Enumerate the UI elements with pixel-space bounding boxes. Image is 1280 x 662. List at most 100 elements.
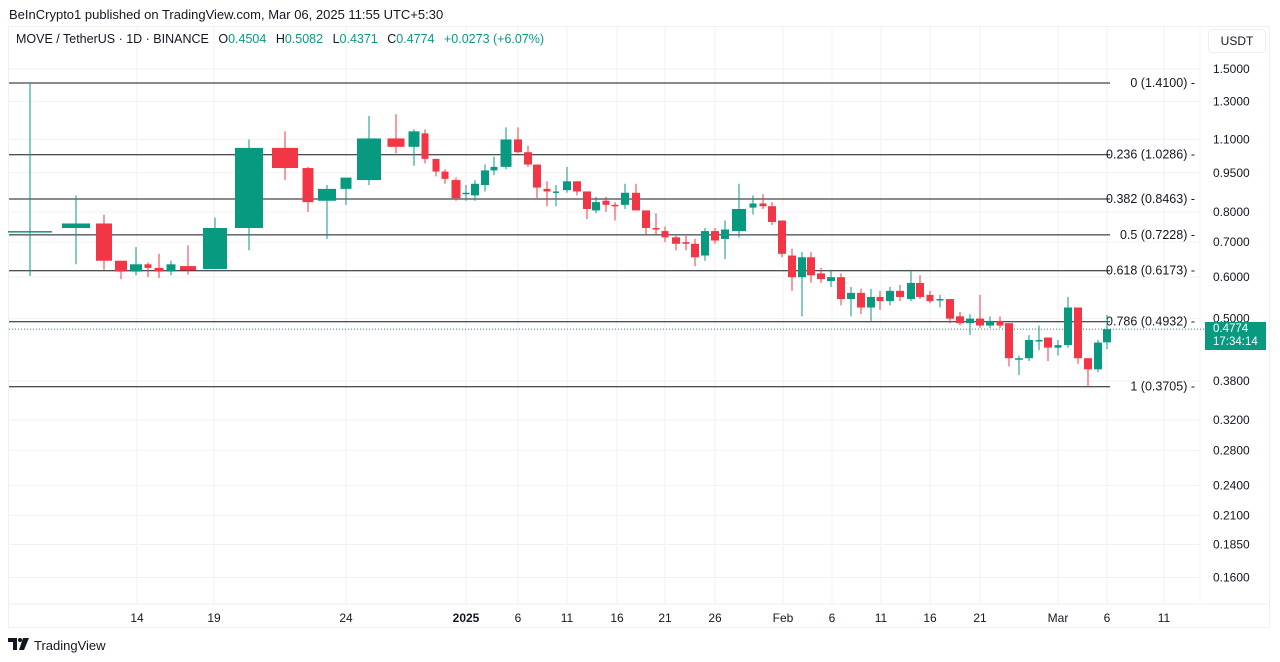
candle-down[interactable] (807, 257, 815, 276)
candle-down[interactable] (926, 294, 934, 302)
candle-up[interactable] (1054, 345, 1062, 348)
candle-down[interactable] (96, 223, 112, 261)
candle-up[interactable] (471, 183, 479, 196)
candle-up[interactable] (986, 320, 994, 326)
candle-up[interactable] (490, 166, 498, 171)
candle-up[interactable] (318, 188, 336, 201)
candle-down[interactable] (451, 180, 461, 199)
candle-down[interactable] (956, 316, 964, 324)
candle-up[interactable] (166, 264, 176, 272)
candle-up[interactable] (1015, 358, 1023, 360)
candle-up[interactable] (721, 229, 729, 239)
candle-down[interactable] (272, 147, 298, 169)
candle-up[interactable] (8, 231, 52, 233)
candle-down[interactable] (691, 243, 699, 258)
candle-up[interactable] (357, 138, 381, 181)
candle-up[interactable] (340, 177, 352, 189)
time-axis-tick: Mar (1048, 611, 1069, 625)
candle-up[interactable] (408, 131, 420, 147)
candle-up[interactable] (701, 231, 709, 256)
candle-down[interactable] (876, 296, 884, 302)
candle-up[interactable] (749, 203, 757, 208)
candle-up[interactable] (62, 223, 90, 229)
candle-down[interactable] (788, 255, 796, 278)
candle-up[interactable] (563, 181, 571, 191)
candle-down[interactable] (1074, 307, 1082, 359)
candle-down[interactable] (302, 168, 314, 203)
candle-up[interactable] (867, 296, 875, 308)
candle-up[interactable] (553, 191, 559, 193)
time-axis-tick: 19 (207, 611, 221, 625)
candle-down[interactable] (514, 139, 522, 153)
candle-down[interactable] (1044, 337, 1052, 348)
candle-down[interactable] (421, 133, 429, 159)
candle-down[interactable] (768, 206, 776, 222)
currency-button[interactable]: USDT (1208, 29, 1266, 53)
candle-down[interactable] (524, 152, 532, 165)
price-axis-tick: 1.1000 (1213, 132, 1250, 146)
candle-down[interactable] (996, 320, 1004, 326)
candle-up[interactable] (847, 292, 855, 300)
candle-down[interactable] (682, 242, 690, 244)
candle-down[interactable] (154, 267, 164, 272)
price-axis-tick: 0.2800 (1213, 443, 1250, 457)
candle-up[interactable] (827, 277, 835, 281)
candle-up[interactable] (966, 318, 974, 324)
candle-up[interactable] (130, 264, 142, 272)
candle-up[interactable] (203, 228, 227, 269)
candle-down[interactable] (857, 292, 865, 308)
candle-up[interactable] (1103, 329, 1111, 343)
candle-down[interactable] (652, 228, 660, 230)
candle-up[interactable] (1094, 342, 1102, 370)
candle-down[interactable] (976, 318, 984, 326)
price-axis-tick: 1.5000 (1213, 62, 1250, 76)
candle-down[interactable] (180, 266, 196, 271)
symbol-name[interactable]: MOVE / TetherUS · 1D · BINANCE (16, 32, 209, 46)
candle-up[interactable] (732, 208, 746, 232)
candle-down[interactable] (611, 204, 619, 207)
candle-down[interactable] (632, 192, 640, 211)
candle-down[interactable] (1084, 358, 1092, 370)
candle-up[interactable] (1025, 340, 1033, 359)
candle-down[interactable] (543, 188, 551, 192)
candle-down[interactable] (778, 220, 786, 254)
candle-down[interactable] (533, 164, 541, 188)
candle-down[interactable] (759, 203, 767, 207)
candle-up[interactable] (462, 192, 470, 195)
candle-down[interactable] (661, 231, 669, 238)
candle-down[interactable] (711, 231, 719, 241)
price-axis-tick: 0.1600 (1213, 570, 1250, 584)
time-axis-tick: 24 (339, 611, 353, 625)
candle-up[interactable] (886, 290, 894, 302)
candle-up[interactable] (1064, 307, 1072, 346)
tradingview-brand[interactable]: TradingView (8, 638, 106, 653)
candle-up[interactable] (798, 257, 806, 278)
candle-down[interactable] (573, 181, 581, 192)
fib-level-label: 0.618 (0.6173) - (1106, 264, 1195, 278)
candle-down[interactable] (387, 138, 405, 147)
candle-up[interactable] (1035, 340, 1043, 342)
candle-down[interactable] (642, 210, 650, 229)
candle-up[interactable] (936, 299, 944, 301)
candle-up[interactable] (907, 282, 915, 300)
candle-up[interactable] (621, 192, 629, 205)
candle-up[interactable] (235, 147, 263, 229)
candle-up[interactable] (592, 202, 600, 211)
candle-down[interactable] (1005, 323, 1013, 359)
candle-down[interactable] (672, 237, 680, 244)
candle-down[interactable] (432, 158, 440, 172)
candle-down[interactable] (837, 277, 845, 300)
candle-up[interactable] (500, 139, 512, 167)
candle-down[interactable] (583, 191, 591, 209)
candle-down[interactable] (817, 273, 825, 280)
candle-down[interactable] (144, 264, 152, 268)
candle-down[interactable] (441, 171, 449, 179)
candle-down[interactable] (115, 260, 127, 272)
candle-down[interactable] (896, 290, 904, 297)
candle-down[interactable] (602, 200, 610, 205)
candle-down[interactable] (916, 282, 924, 297)
price-axis-tick: 0.1850 (1213, 537, 1250, 551)
candle-up[interactable] (481, 170, 489, 186)
candle-down[interactable] (946, 299, 954, 319)
